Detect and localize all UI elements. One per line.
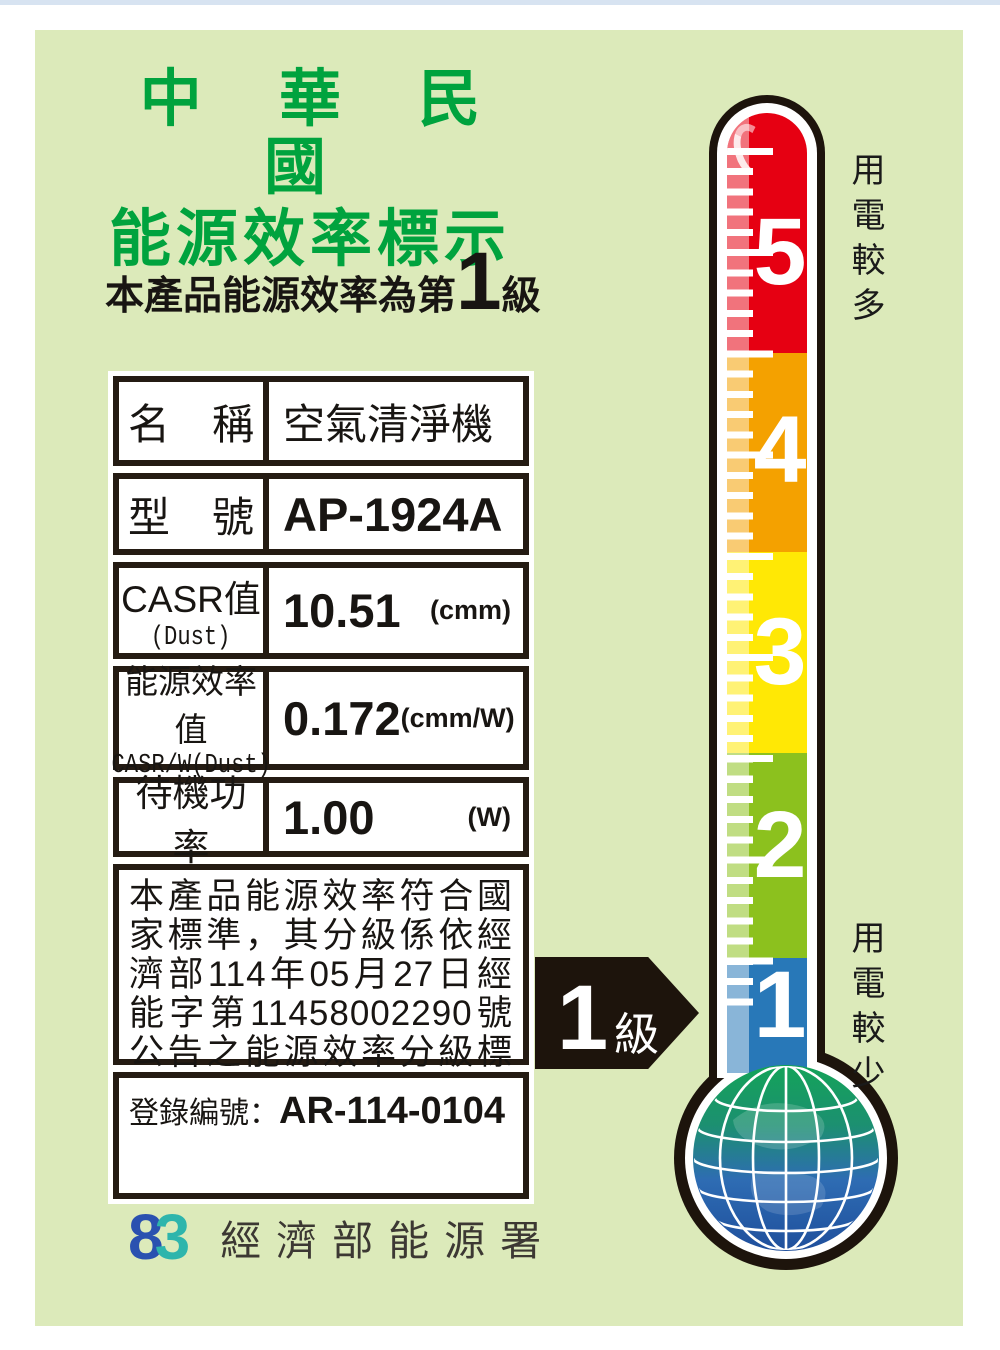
registration-label: 登錄編號: [129, 1097, 249, 1130]
caption-more-power: 用電較多: [846, 152, 884, 332]
scale-number-4: 4: [753, 397, 807, 503]
row-casr-label-cell: CASR值 (Dust): [119, 568, 269, 653]
energy-administration-logo-icon: 83: [128, 1205, 190, 1269]
row-efficiency-value-cell: 0.172 (cmm/W): [269, 672, 527, 764]
row-efficiency-unit: (cmm/W): [400, 702, 515, 733]
row-efficiency-label: 能源效率值: [125, 663, 257, 748]
row-standby-value-cell: 1.00 (W): [269, 783, 523, 851]
row-casr-value-cell: 10.51 (cmm): [269, 568, 523, 653]
row-model-label: 型 號: [127, 493, 254, 541]
row-standby-label: 待機功率: [135, 773, 247, 868]
pointer-grade-number: 1: [557, 967, 609, 1070]
label-title: 中 華 民 國 能源效率標示: [75, 65, 545, 275]
scale-number-2: 2: [753, 792, 807, 898]
row-efficiency-label-sub: CASR/W(Dust): [111, 751, 271, 781]
grade-statement-suffix: 級: [501, 275, 541, 318]
logo-glyph-left: 8: [128, 1201, 164, 1273]
spec-table: 名 稱 空氣清淨機 型 號 AP-1924A CASR值 (Dust) 10.5…: [108, 371, 534, 1204]
agency-name: 經濟部能源署: [220, 1218, 557, 1264]
table-row-standby: 待機功率 1.00 (W): [113, 773, 529, 868]
logo-glyph-right: 3: [154, 1201, 191, 1273]
caption-less-power: 用電較少: [846, 920, 884, 1100]
row-efficiency-label-cell: 能源效率值 CASR/W(Dust): [111, 663, 270, 781]
agency-footer: 83 經濟部能源署: [128, 1205, 556, 1269]
scale-ticks-major: [727, 148, 773, 1000]
globe-landmass-south: [750, 1170, 826, 1216]
pointer-grade-suffix: 級: [614, 1009, 660, 1060]
table-row-name: 名 稱 空氣清淨機: [113, 376, 529, 466]
row-standby-value: 1.00: [283, 790, 375, 844]
row-casr-value: 10.51: [283, 584, 401, 637]
row-name-label: 名 稱: [127, 400, 254, 448]
row-model-value: AP-1924A: [283, 487, 503, 541]
title-line-2: 能源效率標示: [108, 205, 511, 275]
row-name-value: 空氣清淨機: [283, 400, 494, 448]
title-line-1: 中 華 民 國: [139, 65, 511, 203]
thermometer-scale: [727, 113, 807, 1073]
registration-colon: ：: [249, 1097, 279, 1130]
scale-number-3: 3: [753, 599, 807, 705]
registration-box: 登錄編號：AR-114-0104: [113, 1072, 529, 1199]
top-edge-strip: [0, 0, 1000, 5]
row-casr-label-sub: (Dust): [151, 622, 231, 653]
globe-icon: [693, 1065, 879, 1251]
row-casr-label: CASR值: [121, 578, 261, 620]
row-name-label-cell: 名 稱: [119, 382, 269, 460]
row-standby-label-cell: 待機功率: [119, 773, 269, 868]
scale-number-5: 5: [753, 199, 807, 305]
grade-number: 1: [456, 236, 502, 327]
row-model-label-cell: 型 號: [119, 479, 269, 549]
registration-number: AR-114-0104: [279, 1090, 506, 1132]
row-efficiency-value: 0.172: [283, 691, 401, 745]
table-row-casr: CASR值 (Dust) 10.51 (cmm): [113, 562, 529, 659]
row-model-value-cell: AP-1924A: [269, 479, 523, 549]
row-name-value-cell: 空氣清淨機: [269, 382, 523, 460]
grade-statement: 本產品能源效率為第1級: [105, 241, 575, 323]
grade-statement-prefix: 本產品能源效率為第: [105, 275, 457, 318]
row-standby-unit: (W): [467, 801, 511, 832]
row-casr-unit: (cmm): [429, 595, 511, 625]
compliance-notice: 本產品能源效率符合國家標準，其分級係依經濟部114年05月27日經能字第1145…: [113, 864, 529, 1111]
table-row-model: 型 號 AP-1924A: [113, 473, 529, 555]
table-row-efficiency: 能源效率值 CASR/W(Dust) 0.172 (cmm/W): [111, 663, 529, 781]
scale-number-1: 1: [753, 952, 807, 1058]
